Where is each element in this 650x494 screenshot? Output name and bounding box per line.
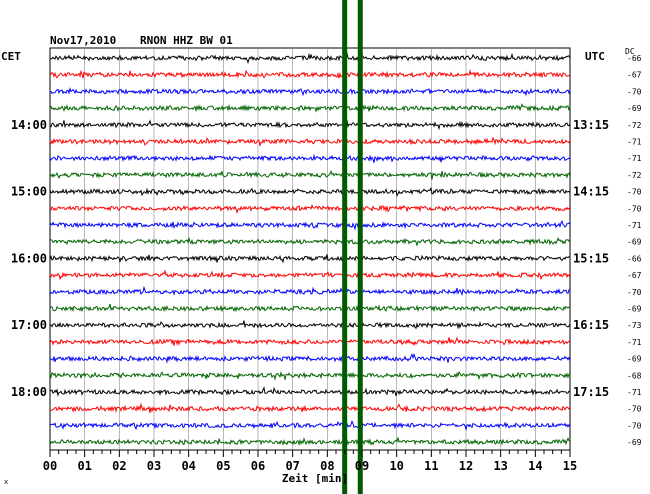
- dc-offset-label: -68: [627, 371, 642, 380]
- seismic-trace: [49, 402, 571, 413]
- dc-offset-label: -70: [627, 204, 642, 213]
- seismic-trace: [49, 303, 571, 313]
- x-tick-label: 01: [77, 459, 91, 473]
- corner-mark: x: [4, 478, 9, 486]
- right-hour-label: 15:15: [573, 251, 609, 265]
- seismic-trace: [49, 320, 571, 330]
- dc-offset-label: -70: [627, 87, 642, 96]
- left-hour-label: 18:00: [11, 385, 47, 399]
- x-tick-label: 10: [389, 459, 403, 473]
- seismic-trace: [49, 51, 571, 64]
- x-tick-label: 05: [216, 459, 230, 473]
- dc-offset-label: -71: [627, 221, 642, 230]
- x-tick-label: 02: [112, 459, 126, 473]
- seismic-trace: [49, 254, 571, 264]
- x-tick-label: 12: [459, 459, 473, 473]
- chart-date: Nov17,2010: [50, 34, 117, 47]
- seismic-trace: [49, 285, 571, 296]
- dc-offset-label: -66: [627, 254, 642, 263]
- x-tick-label: 13: [493, 459, 507, 473]
- seismic-trace: [49, 187, 571, 198]
- dc-offset-label: -67: [627, 271, 642, 280]
- x-tick-label: 07: [285, 459, 299, 473]
- dc-offset-label: -70: [627, 405, 642, 414]
- dc-offset-label: -70: [627, 288, 642, 297]
- dc-offset-label: -71: [627, 388, 642, 397]
- chart-station: RNON HHZ BW 01: [140, 34, 233, 47]
- left-hour-label: 14:00: [11, 118, 47, 132]
- right-zone-label: UTC: [585, 50, 605, 63]
- dc-offset-label: -71: [627, 154, 642, 163]
- seismic-trace: [49, 436, 571, 447]
- x-tick-label: 08: [320, 459, 334, 473]
- dc-label: DC: [625, 47, 635, 56]
- seismic-trace: [49, 203, 571, 215]
- left-hour-label: 17:00: [11, 318, 47, 332]
- dc-offset-label: -70: [627, 421, 642, 430]
- dc-offset-label: -71: [627, 138, 642, 147]
- right-hour-label: 13:15: [573, 118, 609, 132]
- left-hour-label: 16:00: [11, 251, 47, 265]
- dc-offset-label: -69: [627, 438, 642, 447]
- dc-offset-label: -67: [627, 71, 642, 80]
- dc-offset-label: -69: [627, 104, 642, 113]
- seismic-trace: [49, 153, 571, 163]
- dc-offset-label: -72: [627, 171, 642, 180]
- seismic-trace: [49, 269, 571, 281]
- seismic-trace: [49, 219, 571, 231]
- dc-offset-label: -69: [627, 305, 642, 314]
- dc-offset-label: -72: [627, 121, 642, 130]
- x-axis-label: Zeit [min]: [282, 472, 348, 485]
- seismic-trace: [49, 370, 571, 381]
- seismic-trace: [49, 170, 571, 180]
- left-hour-label: 15:00: [11, 185, 47, 199]
- right-hour-label: 14:15: [573, 185, 609, 199]
- seismic-trace: [49, 86, 571, 97]
- left-zone-label: CET: [1, 50, 21, 63]
- x-tick-label: 11: [424, 459, 438, 473]
- dc-offset-label: -70: [627, 188, 642, 197]
- seismic-trace: [49, 386, 571, 397]
- dc-offset-label: -71: [627, 338, 642, 347]
- x-tick-label: 06: [251, 459, 265, 473]
- x-tick-label: 04: [181, 459, 195, 473]
- seismic-trace: [49, 420, 571, 432]
- seismic-trace: [49, 103, 571, 113]
- seismic-trace: [49, 136, 571, 146]
- seismic-trace: [49, 336, 571, 347]
- dc-offset-label: -69: [627, 238, 642, 247]
- right-hour-label: 17:15: [573, 385, 609, 399]
- x-tick-label: 14: [528, 459, 542, 473]
- x-tick-label: 00: [43, 459, 57, 473]
- right-hour-label: 16:15: [573, 318, 609, 332]
- seismic-trace: [49, 236, 571, 246]
- dc-offset-label: -73: [627, 321, 642, 330]
- seismic-trace: [49, 69, 571, 79]
- x-tick-label: 09: [355, 459, 369, 473]
- x-tick-label: 03: [147, 459, 161, 473]
- x-tick-label: 15: [563, 459, 577, 473]
- seismic-trace: [49, 352, 571, 364]
- dc-offset-label: -66: [627, 54, 642, 63]
- dc-offset-label: -69: [627, 355, 642, 364]
- seismic-trace: [49, 119, 571, 131]
